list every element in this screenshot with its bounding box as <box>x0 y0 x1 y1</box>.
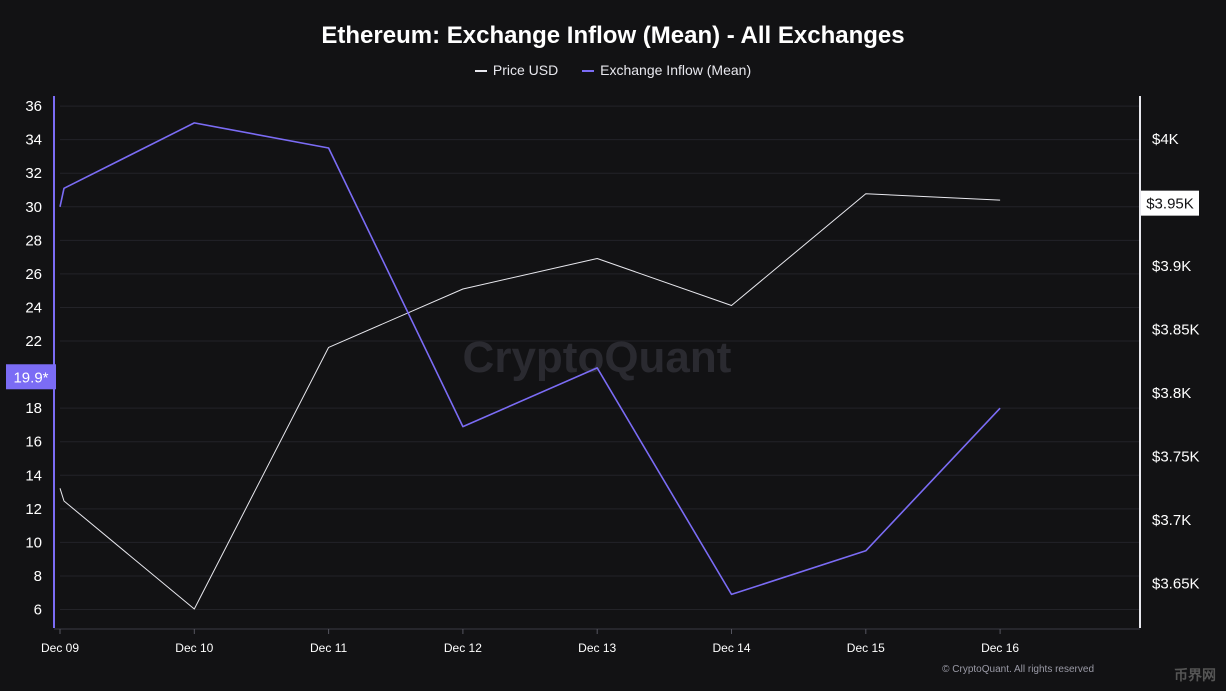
brand-watermark: 币界网 <box>1174 667 1216 683</box>
x-tick-2: Dec 11 <box>310 641 347 655</box>
left-value-tag: 19.9* <box>13 369 48 386</box>
axis-tags: 19.9* $3.95K <box>6 190 1199 390</box>
right-value-tag-bg <box>1141 190 1199 216</box>
legend-label-price: Price USD <box>492 62 559 78</box>
legend-swatch-price <box>474 70 487 73</box>
x-tick-4: Dec 13 <box>578 641 616 655</box>
right-value-tag: $3.95K <box>1146 196 1194 213</box>
x-tick-5: Dec 14 <box>712 641 750 655</box>
legend: Price USD Exchange Inflow (Mean) <box>0 62 1226 78</box>
y-right-tick-5: $3.7K <box>1152 512 1191 529</box>
series-line-inflow <box>59 122 1001 596</box>
y-left-tick-7: 22 <box>25 333 42 350</box>
y-right-tick-2: $3.85K <box>1152 322 1200 339</box>
x-tick-7: Dec 16 <box>981 641 1019 655</box>
y-left-tick-12: 10 <box>25 534 42 551</box>
y-left-tick-10: 14 <box>25 467 42 484</box>
y-left-tick-1: 34 <box>25 132 42 149</box>
y-left-tick-14: 6 <box>34 602 42 619</box>
y-right-tick-4: $3.75K <box>1152 449 1200 466</box>
x-tick-3: Dec 12 <box>444 641 482 655</box>
legend-label-inflow: Exchange Inflow (Mean) <box>600 62 752 78</box>
left-value-tag-bg <box>6 364 56 390</box>
y-left-ticks: 36 34 32 30 28 26 24 22 18 16 14 12 10 8 6 <box>25 98 42 618</box>
y-left-tick-2: 32 <box>25 165 42 182</box>
x-ticks: Dec 09 Dec 10 Dec 11 Dec 12 Dec 13 Dec 14 Dec … <box>41 629 1019 655</box>
series-line-price <box>59 193 1001 610</box>
y-left-tick-11: 12 <box>25 501 42 518</box>
grid-lines <box>60 105 1140 611</box>
y-right-ticks: $4K $3.9K $3.85K $3.8K $3.75K $3.7K $3.65K <box>1152 131 1200 592</box>
x-tick-6: Dec 15 <box>847 641 885 655</box>
y-right-tick-1: $3.9K <box>1152 258 1191 275</box>
y-right-tick-6: $3.65K <box>1152 576 1200 593</box>
y-left-tick-13: 8 <box>34 568 42 585</box>
y-right-tick-0: $4K <box>1152 131 1179 148</box>
x-tick-1: Dec 10 <box>175 641 213 655</box>
y-left-tick-9: 16 <box>25 434 42 451</box>
legend-swatch-inflow <box>582 70 595 73</box>
y-left-tick-3: 30 <box>25 199 42 216</box>
y-left-tick-4: 28 <box>25 232 42 249</box>
legend-item-inflow[interactable]: Exchange Inflow (Mean) <box>582 62 751 78</box>
y-left-tick-8: 18 <box>25 400 42 417</box>
chart-title: Ethereum: Exchange Inflow (Mean) - All E… <box>321 22 905 49</box>
y-right-tick-3: $3.8K <box>1152 385 1191 402</box>
x-tick-0: Dec 09 <box>41 641 79 655</box>
watermark-text: CryptoQuant <box>463 333 732 382</box>
copyright-footer: © CryptoQuant. All rights reserved <box>942 664 1094 675</box>
y-left-tick-5: 26 <box>25 266 42 283</box>
y-left-tick-0: 36 <box>25 98 42 115</box>
legend-item-price[interactable]: Price USD <box>474 62 559 78</box>
series-lines <box>59 122 1001 610</box>
y-left-tick-6: 24 <box>25 299 42 316</box>
